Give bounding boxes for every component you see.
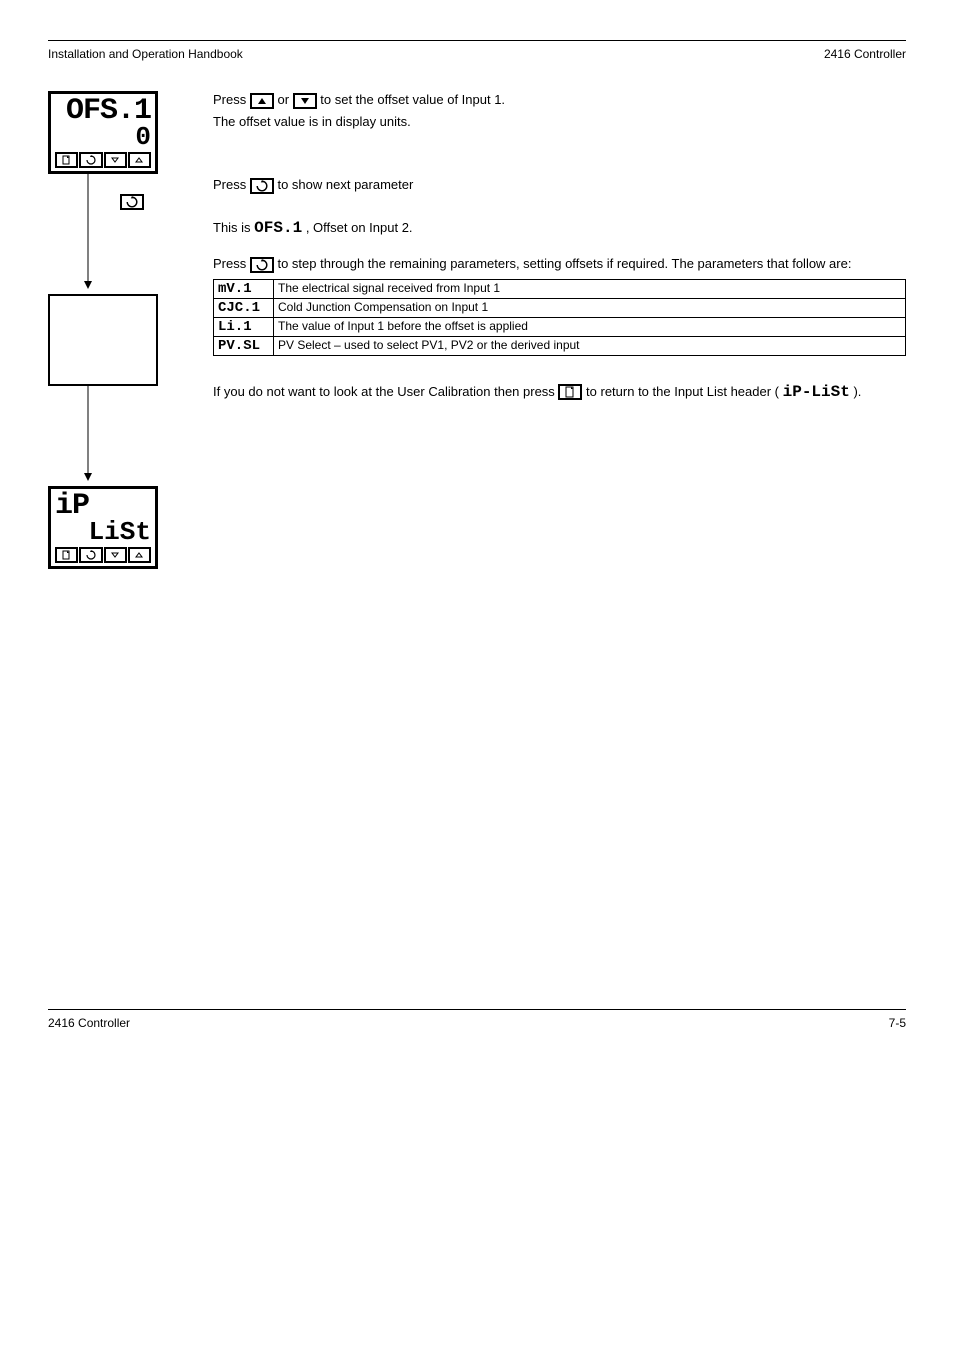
- footer-right: 7-5: [889, 1016, 906, 1030]
- scroll-icon[interactable]: [79, 547, 102, 563]
- table-row: Li.1The value of Input 1 before the offs…: [214, 317, 906, 336]
- step-2: Press to show next parameter This is OFS…: [213, 176, 906, 239]
- param-table: mV.1The electrical signal received from …: [213, 279, 906, 356]
- page-footer: 2416 Controller 7-5: [48, 1009, 906, 1030]
- step-3: Press to step through the remaining para…: [213, 255, 906, 356]
- step3-suf: to step through the remaining parameters…: [277, 256, 851, 271]
- param-desc: Cold Junction Compensation on Input 1: [274, 298, 906, 317]
- device-column: OFS.1 0: [48, 91, 173, 569]
- step2-exp-pre: This is: [213, 220, 254, 235]
- main-content: OFS.1 0: [48, 91, 906, 569]
- page-icon[interactable]: [55, 547, 78, 563]
- step-4: If you do not want to look at the User C…: [213, 382, 906, 404]
- step2-pre: Press: [213, 177, 250, 192]
- param-desc: PV Select – used to select PV1, PV2 or t…: [274, 336, 906, 355]
- page-header: Installation and Operation Handbook 2416…: [48, 40, 906, 61]
- page-icon[interactable]: [55, 152, 78, 168]
- param-code: Li.1: [214, 317, 274, 336]
- step1-suf: to set the offset value of Input 1.: [320, 92, 505, 107]
- lcd-display-1: OFS.1 0: [48, 91, 158, 174]
- table-row: CJC.1Cold Junction Compensation on Input…: [214, 298, 906, 317]
- step4-pre: If you do not want to look at the User C…: [213, 384, 558, 399]
- step3-pre: Press: [213, 256, 250, 271]
- step2-exp-suf: , Offset on Input 2.: [306, 220, 413, 235]
- param-desc: The electrical signal received from Inpu…: [274, 279, 906, 298]
- lcd1-button-row: [55, 152, 151, 168]
- step1-pre: Press: [213, 92, 250, 107]
- instructions-column: Press or to set the offset value of Inpu…: [213, 91, 906, 419]
- step2-seg: OFS.1: [254, 219, 302, 237]
- param-code: CJC.1: [214, 298, 274, 317]
- down-icon[interactable]: [104, 152, 127, 168]
- scroll-icon[interactable]: [79, 152, 102, 168]
- up-icon[interactable]: [128, 152, 151, 168]
- footer-left: 2416 Controller: [48, 1016, 130, 1030]
- step4-seg: iP-LiSt: [783, 383, 850, 401]
- scroll-button[interactable]: [250, 178, 274, 194]
- header-right: 2416 Controller: [824, 47, 906, 61]
- flow-arrow-1: [48, 174, 158, 294]
- header-left: Installation and Operation Handbook: [48, 47, 243, 61]
- up-icon[interactable]: [128, 547, 151, 563]
- scroll-button-flow-1[interactable]: [120, 194, 144, 210]
- param-desc: The value of Input 1 before the offset i…: [274, 317, 906, 336]
- table-row: mV.1The electrical signal received from …: [214, 279, 906, 298]
- scroll-button[interactable]: [250, 257, 274, 273]
- step-1: Press or to set the offset value of Inpu…: [213, 91, 906, 130]
- param-code: mV.1: [214, 279, 274, 298]
- step1-note: The offset value is in display units.: [213, 113, 906, 131]
- lcd-display-2: iP LiSt: [48, 486, 158, 569]
- flow-arrow-2: [48, 386, 158, 486]
- up-button[interactable]: [250, 93, 274, 109]
- table-row: PV.SLPV Select – used to select PV1, PV2…: [214, 336, 906, 355]
- down-icon[interactable]: [104, 547, 127, 563]
- step4-end: ).: [853, 384, 861, 399]
- lcd-placeholder: [48, 294, 158, 386]
- down-button[interactable]: [293, 93, 317, 109]
- lcd2-button-row: [55, 547, 151, 563]
- param-code: PV.SL: [214, 336, 274, 355]
- step4-suf: to return to the Input List header (: [586, 384, 779, 399]
- page-button[interactable]: [558, 384, 582, 400]
- step1-mid: or: [277, 92, 292, 107]
- step2-suf: to show next parameter: [277, 177, 413, 192]
